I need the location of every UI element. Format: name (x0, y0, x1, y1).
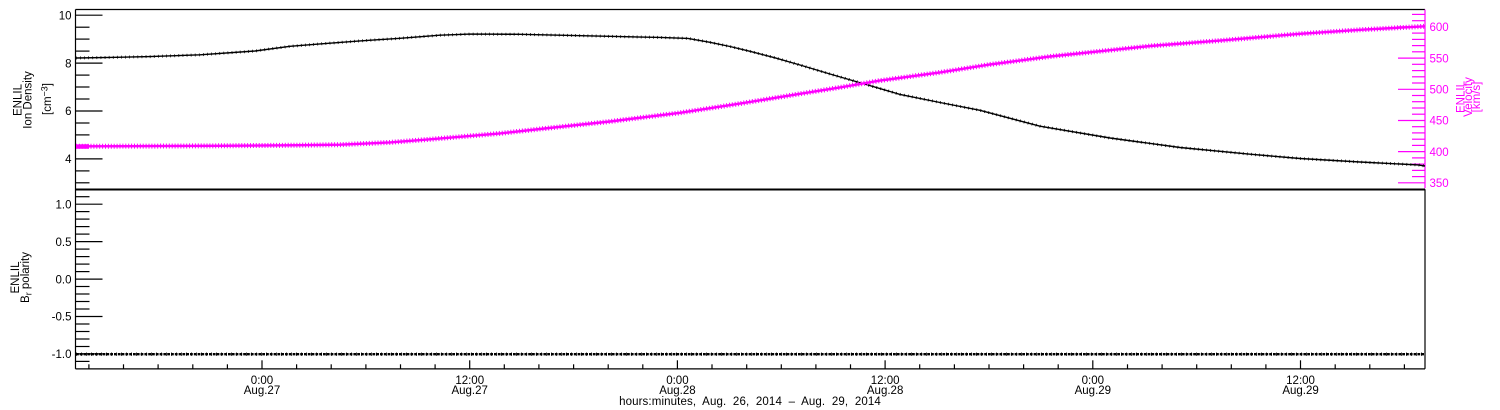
svg-text:10: 10 (59, 10, 72, 22)
svg-text:8: 8 (65, 58, 71, 70)
svg-text:0.0: 0.0 (56, 274, 72, 286)
svg-text:ENLIL: ENLIL (1456, 80, 1468, 113)
svg-text:Aug.28: Aug.28 (659, 385, 695, 397)
svg-text:6: 6 (65, 106, 71, 118)
svg-text:Aug.28: Aug.28 (867, 385, 903, 397)
svg-text:-0.5: -0.5 (52, 312, 72, 324)
svg-text:Aug.27: Aug.27 (451, 385, 487, 397)
svg-text:550: 550 (1430, 53, 1449, 65)
svg-text:4: 4 (65, 154, 72, 166)
svg-text:Aug.27: Aug.27 (244, 385, 280, 397)
svg-text:Aug.29: Aug.29 (1075, 385, 1111, 397)
svg-text:0:00: 0:00 (1082, 375, 1104, 387)
svg-text:12:00: 12:00 (455, 375, 484, 387)
svg-text:ENLIL: ENLIL (10, 261, 22, 294)
svg-text:0:00: 0:00 (666, 375, 688, 387)
svg-text:0:00: 0:00 (251, 375, 273, 387)
svg-text:400: 400 (1430, 147, 1449, 159)
svg-text:500: 500 (1430, 84, 1449, 96)
svg-text:hours:minutes, Aug. 26, 201: hours:minutes, Aug. 26, 2014 – Aug. 29, … (619, 396, 881, 408)
svg-text:12:00: 12:00 (1286, 375, 1315, 387)
svg-text:ENLIL: ENLIL (13, 83, 25, 116)
svg-text:Ion Density: Ion Density (23, 71, 35, 129)
svg-text:350: 350 (1430, 178, 1449, 190)
svg-text:0.5: 0.5 (56, 237, 72, 249)
svg-text:-1.0: -1.0 (52, 349, 72, 361)
svg-text:450: 450 (1430, 116, 1449, 128)
svg-text:[km/s]: [km/s] (1471, 82, 1483, 113)
svg-text:Br polarity: Br polarity (20, 252, 34, 303)
svg-text:600: 600 (1430, 22, 1449, 34)
svg-text:1.0: 1.0 (56, 199, 72, 211)
svg-text:Aug.29: Aug.29 (1282, 385, 1318, 397)
svg-text:Velocity: Velocity (1463, 77, 1475, 117)
svg-text:12:00: 12:00 (871, 375, 900, 387)
